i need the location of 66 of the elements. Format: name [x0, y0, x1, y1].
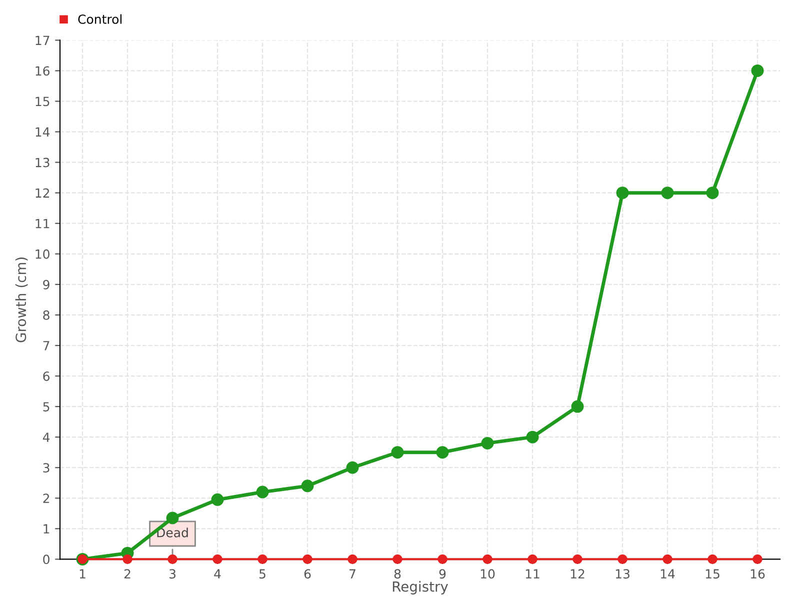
y-axis-title: Growth (cm) — [15, 258, 28, 342]
y-tick-label: 7 — [43, 341, 50, 350]
point — [392, 554, 402, 564]
y-tick-label: 14 — [36, 127, 50, 137]
point — [526, 430, 539, 444]
point — [166, 512, 179, 524]
x-tick-label: 14 — [660, 569, 675, 578]
y-tick-label: 15 — [36, 96, 50, 106]
point — [348, 554, 358, 564]
x-tick-label: 12 — [570, 569, 584, 578]
x-tick-label: 4 — [214, 569, 221, 578]
y-tick-label: 16 — [36, 66, 50, 76]
point — [662, 554, 672, 564]
y-tick-label: 13 — [36, 158, 50, 168]
y-tick-label: 17 — [36, 36, 50, 45]
y-tick-label: 6 — [43, 371, 50, 381]
point — [618, 554, 628, 564]
point — [661, 186, 674, 200]
point — [122, 554, 132, 564]
x-tick-label: 5 — [259, 569, 266, 579]
point — [571, 400, 584, 413]
point — [482, 554, 492, 564]
point — [708, 554, 718, 564]
point — [528, 554, 538, 564]
point — [256, 486, 269, 498]
point — [572, 554, 582, 564]
x-tick-label: 16 — [750, 569, 765, 579]
point — [211, 493, 224, 506]
y-tick-label: 1 — [44, 524, 50, 534]
y-tick-label: 10 — [36, 249, 50, 259]
y-tick-label: 0 — [43, 554, 50, 564]
point — [706, 186, 719, 200]
x-tick-label: 7 — [350, 569, 356, 578]
y-tick-label: 8 — [43, 310, 50, 320]
y-tick-label: 11 — [36, 219, 50, 228]
x-tick-label: 10 — [480, 569, 495, 579]
y-tick-label: 12 — [36, 188, 50, 198]
point — [301, 480, 314, 492]
point — [438, 554, 448, 564]
point — [391, 446, 404, 459]
y-tick-label: 5 — [43, 402, 50, 412]
x-tick-label: 3 — [169, 569, 176, 579]
y-tick-label: 9 — [43, 280, 50, 290]
x-tick-label: 11 — [526, 569, 540, 578]
x-tick-label: 2 — [124, 569, 130, 578]
point — [752, 554, 762, 564]
y-tick-label: 4 — [42, 432, 50, 442]
x-tick-label: 13 — [616, 569, 630, 579]
point — [346, 461, 359, 474]
point — [751, 64, 764, 77]
x-tick-label: 15 — [706, 569, 720, 579]
point — [436, 446, 449, 459]
y-tick-label: 3 — [43, 463, 50, 473]
x-tick-label: 6 — [304, 569, 311, 579]
point — [481, 436, 494, 450]
x-axis-title: Registry — [392, 581, 448, 594]
point — [258, 554, 268, 564]
legend-label: Control — [78, 14, 122, 24]
x-tick-label: 8 — [394, 569, 401, 579]
point — [168, 554, 178, 564]
point — [616, 186, 629, 200]
y-tick-label: 2 — [43, 494, 50, 503]
point — [212, 554, 222, 564]
x-tick-label: 1 — [80, 569, 86, 578]
point — [302, 554, 312, 564]
x-tick-label: 9 — [439, 569, 446, 579]
